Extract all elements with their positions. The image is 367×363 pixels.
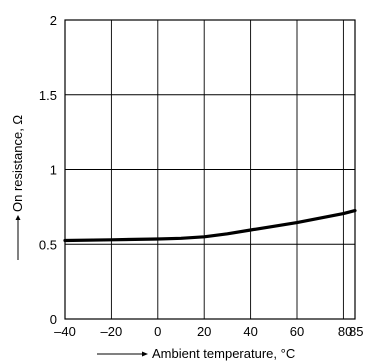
y-tick-label: 1.5 [39,88,57,103]
y-tick-labels: 0 0.5 1 1.5 2 [39,13,57,327]
x-axis-arrow-head [142,351,148,357]
y-axis-label: On resistance, Ω [10,115,25,212]
x-axis-label: Ambient temperature, °C [152,346,295,361]
y-tick-label: 1 [50,163,57,178]
y-axis-label-group: On resistance, Ω [10,115,25,260]
x-tick-label: 0 [154,324,161,339]
y-tick-label: 0.5 [39,237,57,252]
y-tick-label: 0 [50,312,57,327]
x-tick-label: 80 [338,324,352,339]
x-axis-label-group: Ambient temperature, °C [97,346,295,361]
y-tick-label: 2 [50,13,57,28]
x-tick-label: –40 [54,324,76,339]
grid [64,19,356,320]
plot-frame [64,19,356,320]
series-group [63,209,357,243]
series-line [63,209,357,243]
x-tick-label: 60 [290,324,304,339]
x-tick-label: 85 [349,324,363,339]
x-tick-label: 20 [197,324,211,339]
x-tick-label: –20 [101,324,123,339]
y-axis-arrow-head [15,215,21,220]
x-tick-label: 40 [243,324,257,339]
